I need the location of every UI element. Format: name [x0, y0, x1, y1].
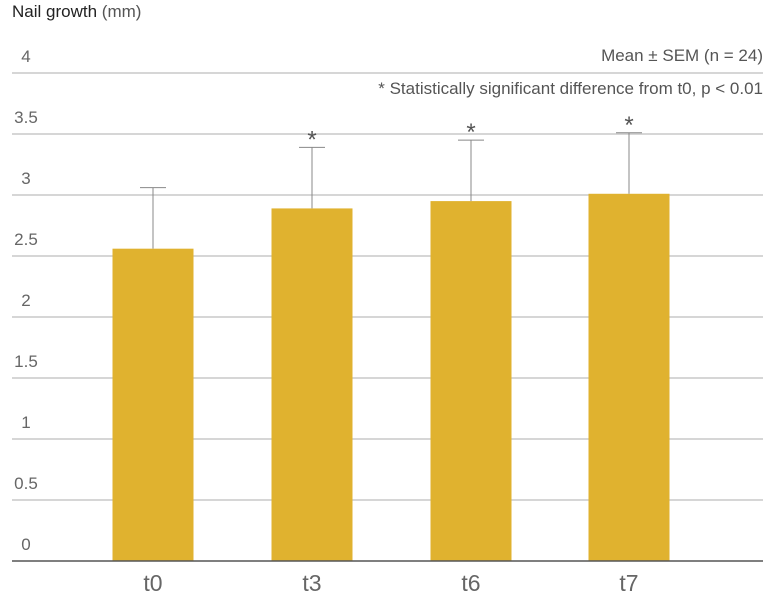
y-tick-label: 0.5	[14, 474, 38, 493]
y-tick-label: 1.5	[14, 352, 38, 371]
y-tick-label: 4	[21, 47, 30, 66]
y-tick-label: 1	[21, 413, 30, 432]
y-tick-label: 0	[21, 535, 30, 554]
bar	[430, 201, 512, 561]
bar	[271, 208, 353, 562]
y-tick-label: 3.5	[14, 108, 38, 127]
y-tick-label: 2	[21, 291, 30, 310]
y-axis-title: Nail growth (mm)	[12, 2, 141, 22]
significance-mark: *	[307, 126, 316, 153]
bar	[588, 193, 670, 561]
y-tick-label: 3	[21, 169, 30, 188]
x-tick-label: t7	[619, 570, 638, 593]
x-tick-label: t3	[302, 570, 321, 593]
significance-mark: *	[624, 112, 633, 139]
x-tick-label: t6	[461, 570, 480, 593]
y-axis-unit: (mm)	[101, 2, 142, 21]
y-tick-label: 2.5	[14, 230, 38, 249]
significance-mark: *	[466, 119, 475, 146]
significance-note: * Statistically significant difference f…	[378, 79, 763, 98]
bar	[112, 248, 194, 561]
mean-sem-note: Mean ± SEM (n = 24)	[601, 46, 763, 65]
x-tick-label: t0	[143, 570, 162, 593]
y-axis-title-text: Nail growth	[12, 2, 98, 21]
